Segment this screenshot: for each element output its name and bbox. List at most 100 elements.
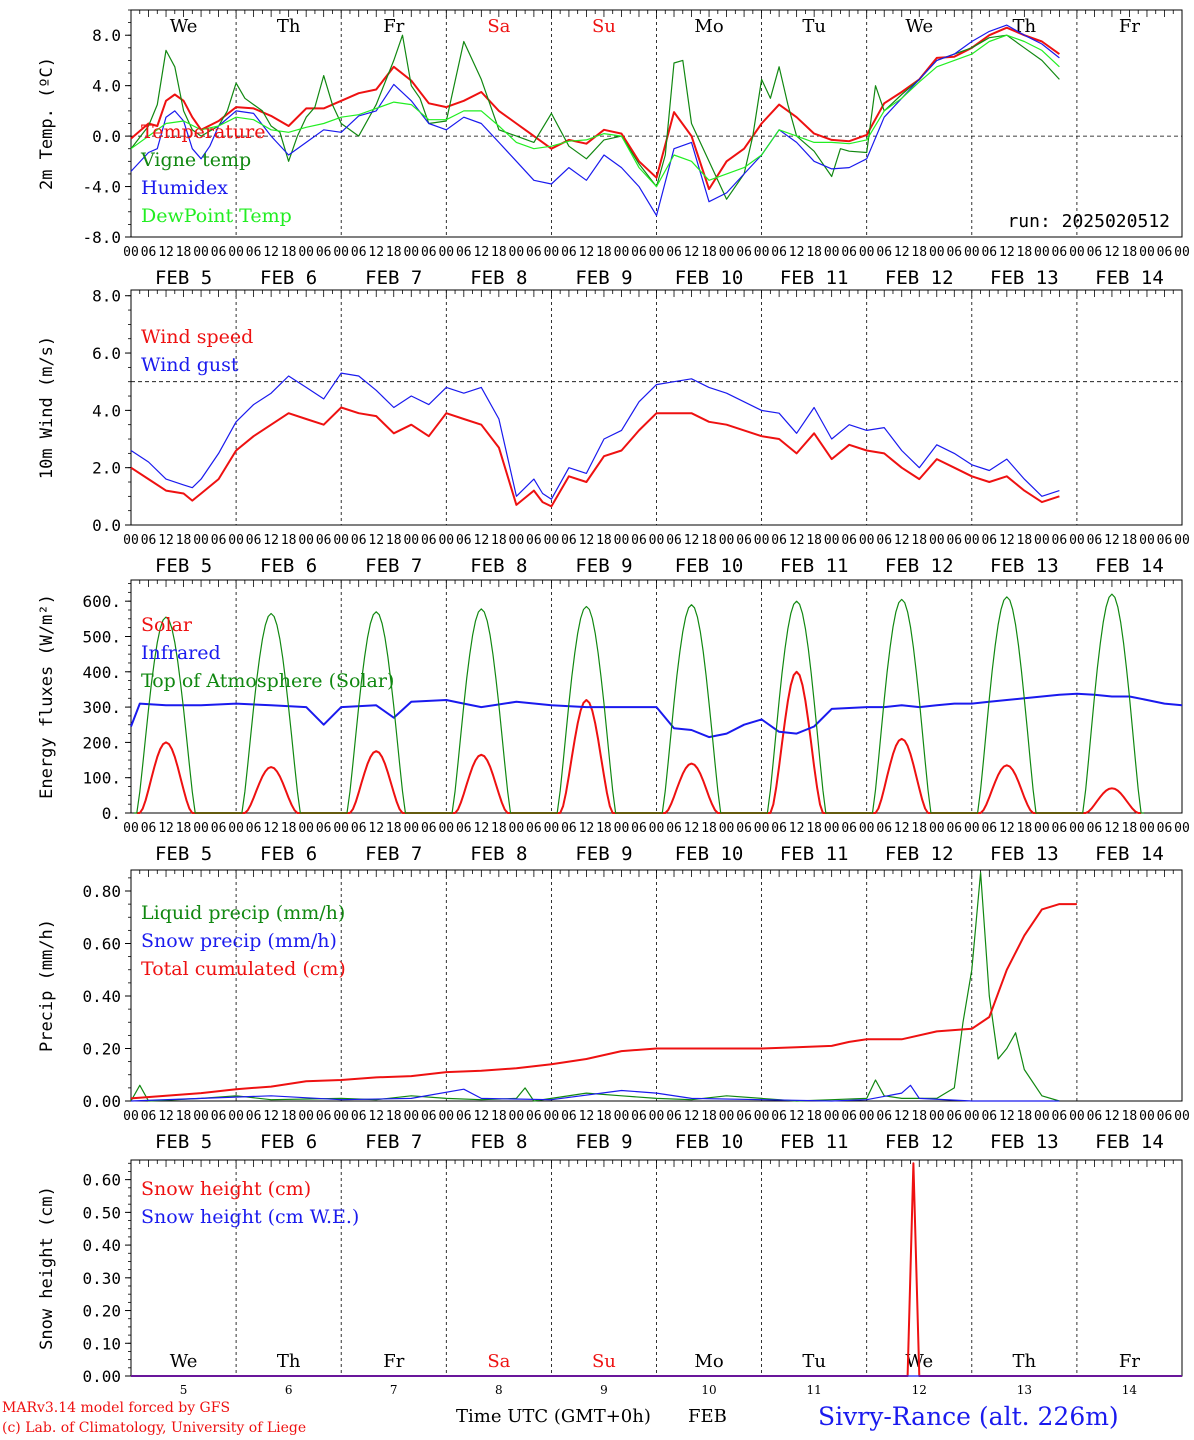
hour-tick-label: 06 — [946, 533, 962, 548]
hour-tick-label: 06 — [351, 245, 367, 260]
y-tick-label: 8.0 — [92, 26, 121, 45]
y-axis-label: Snow height (cm) — [37, 1186, 57, 1350]
hour-tick-label: 00 — [754, 245, 770, 260]
hour-tick-label: 12 — [684, 245, 700, 260]
y-tick-label: 300. — [82, 698, 121, 717]
y-tick-label: 0.0 — [92, 127, 121, 146]
hour-tick-label: 18 — [491, 821, 507, 836]
hour-tick-label: 18 — [1122, 821, 1138, 836]
top-of-atmosphere-solar-line — [133, 593, 1144, 814]
hour-tick-label: 00 — [1034, 533, 1050, 548]
hour-tick-label: 06 — [316, 1109, 332, 1124]
hour-tick-label: 00 — [929, 1109, 945, 1124]
hour-tick-label: 06 — [421, 245, 437, 260]
hour-tick-label: 18 — [596, 1109, 612, 1124]
y-tick-label: 4.0 — [92, 401, 121, 420]
hour-tick-label: 12 — [684, 1109, 700, 1124]
hour-tick-label: 06 — [211, 821, 227, 836]
hour-tick-label: 06 — [981, 533, 997, 548]
weekday-label: Sa — [487, 16, 510, 37]
temperature-line — [130, 26, 1060, 191]
hour-tick-label: 06 — [561, 245, 577, 260]
y-tick-label: 400. — [82, 663, 121, 682]
hour-tick-label: 00 — [228, 1109, 244, 1124]
hour-tick-label: 06 — [666, 245, 682, 260]
weekday-label: Tu — [802, 16, 826, 37]
hour-tick-label: 06 — [1157, 1109, 1173, 1124]
date-label: FEB 9 — [575, 1131, 632, 1153]
hour-tick-label: 18 — [176, 1109, 192, 1124]
day-number-label: 6 — [285, 1383, 293, 1397]
day-number-label: 14 — [1122, 1383, 1138, 1397]
hour-tick-label: 06 — [771, 245, 787, 260]
hour-tick-label: 06 — [841, 1109, 857, 1124]
hour-tick-label: 00 — [193, 245, 209, 260]
hour-tick-label: 00 — [438, 533, 454, 548]
y-tick-label: -8.0 — [82, 228, 121, 247]
hour-tick-label: 00 — [403, 821, 419, 836]
hour-tick-label: 00 — [719, 245, 735, 260]
hour-tick-label: 00 — [298, 533, 314, 548]
hour-tick-label: 00 — [614, 821, 630, 836]
hour-tick-label: 12 — [999, 821, 1015, 836]
date-label: FEB 8 — [470, 267, 527, 289]
hour-tick-label: 00 — [298, 245, 314, 260]
y-tick-label: 4.0 — [92, 77, 121, 96]
hour-tick-label: 00 — [544, 1109, 560, 1124]
hour-tick-label: 06 — [1087, 1109, 1103, 1124]
hour-tick-label: 00 — [1069, 821, 1085, 836]
day-number-label: 12 — [912, 1383, 927, 1397]
date-label: FEB 8 — [470, 555, 527, 577]
hour-tick-label: 00 — [1069, 1109, 1085, 1124]
hour-tick-label: 06 — [946, 1109, 962, 1124]
hour-tick-label: 18 — [701, 533, 717, 548]
hour-tick-label: 00 — [228, 533, 244, 548]
day-number-label: 10 — [701, 1383, 716, 1397]
date-label: FEB 10 — [675, 267, 744, 289]
weekday-label: Mo — [694, 16, 723, 37]
date-label: FEB 6 — [260, 843, 317, 865]
y-tick-label: 0.00 — [82, 1367, 121, 1386]
hour-tick-label: 18 — [1122, 245, 1138, 260]
date-label: FEB 11 — [780, 843, 849, 865]
hour-tick-label: 06 — [981, 821, 997, 836]
hour-tick-label: 00 — [719, 821, 735, 836]
hour-tick-label: 18 — [596, 821, 612, 836]
y-tick-label: 600. — [82, 592, 121, 611]
hour-tick-label: 18 — [806, 245, 822, 260]
hour-tick-label: 00 — [1139, 533, 1155, 548]
hour-tick-label: 18 — [491, 533, 507, 548]
hour-tick-label: 06 — [1052, 1109, 1068, 1124]
hour-tick-label: 06 — [1052, 821, 1068, 836]
date-label: FEB 7 — [365, 843, 422, 865]
y-tick-label: 0.20 — [82, 1040, 121, 1059]
hour-tick-label: 06 — [666, 1109, 682, 1124]
hour-tick-label: 00 — [1174, 245, 1190, 260]
date-label: FEB 14 — [1095, 843, 1164, 865]
date-label: FEB 7 — [365, 1131, 422, 1153]
weekday-label: Mo — [694, 1351, 723, 1372]
hour-tick-label: 06 — [1087, 533, 1103, 548]
footer-credit: (c) Lab. of Climatology, University of L… — [2, 1420, 307, 1436]
date-label: FEB 9 — [575, 843, 632, 865]
y-tick-label: 200. — [82, 733, 121, 752]
hour-tick-label: 12 — [263, 533, 279, 548]
hour-tick-label: 00 — [333, 245, 349, 260]
wind-gust-line — [130, 372, 1060, 500]
hour-tick-label: 06 — [456, 245, 472, 260]
hour-tick-label: 06 — [631, 1109, 647, 1124]
hour-tick-label: 18 — [491, 245, 507, 260]
hour-tick-label: 00 — [1069, 245, 1085, 260]
run-label: run: 2025020512 — [1007, 211, 1170, 232]
hour-tick-label: 12 — [999, 1109, 1015, 1124]
hour-tick-label: 12 — [579, 821, 595, 836]
weekday-label: We — [170, 1351, 198, 1372]
hour-tick-label: 06 — [736, 821, 752, 836]
hour-tick-label: 06 — [421, 533, 437, 548]
hour-tick-label: 12 — [579, 245, 595, 260]
hour-tick-label: 06 — [561, 1109, 577, 1124]
hour-tick-label: 00 — [824, 533, 840, 548]
hour-tick-label: 06 — [316, 245, 332, 260]
legend-total-cumulated-cm: Total cumulated (cm) — [141, 958, 346, 980]
hour-tick-label: 06 — [526, 821, 542, 836]
